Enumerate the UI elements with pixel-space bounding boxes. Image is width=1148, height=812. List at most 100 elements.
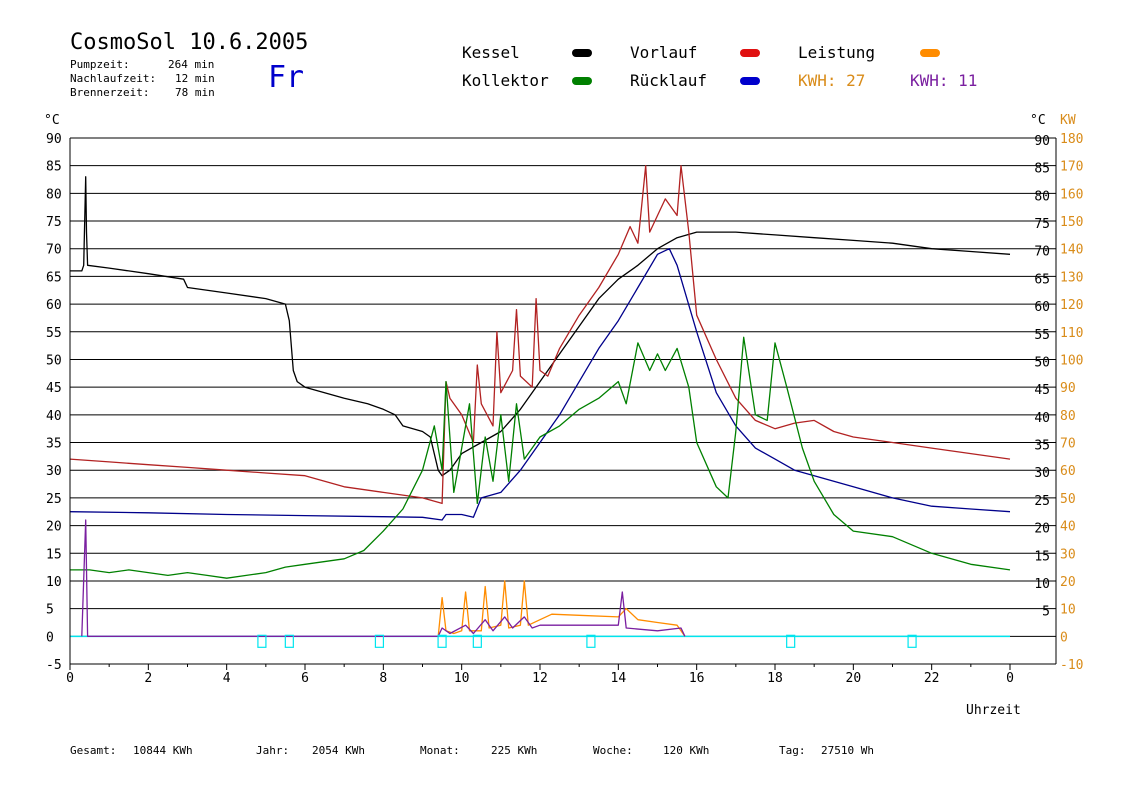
y-axis-unit-left: °C bbox=[44, 113, 60, 128]
y-tick-label-left: 90 bbox=[46, 132, 62, 147]
y-tick-label-right-power: 40 bbox=[1060, 520, 1076, 535]
y-tick-label-right-power: 140 bbox=[1060, 243, 1083, 258]
stat-label: Nachlaufzeit: bbox=[70, 72, 157, 85]
y-tick-label-right-temp: 50 bbox=[1034, 355, 1050, 370]
y-tick-label-right-temp: 85 bbox=[1034, 162, 1050, 177]
pump-marker bbox=[284, 634, 294, 648]
pump-marker bbox=[786, 634, 796, 648]
x-tick-label: 0 bbox=[1006, 671, 1014, 686]
y-tick-label-left: 20 bbox=[46, 520, 62, 535]
x-tick-label: 4 bbox=[223, 671, 231, 686]
series-line-vorlauf bbox=[69, 165, 1011, 505]
y-tick-label-right-power: 10 bbox=[1060, 603, 1076, 618]
y-tick-label-right-temp: 10 bbox=[1034, 577, 1050, 592]
legend-swatch-kollektor bbox=[572, 77, 592, 85]
legend-label-kollektor: Kollektor bbox=[462, 71, 549, 90]
pump-marker bbox=[437, 634, 447, 648]
y-tick-label-right-temp: 45 bbox=[1034, 383, 1050, 398]
data-series bbox=[69, 165, 1011, 637]
stat-value: 78 min bbox=[175, 86, 215, 99]
x-tick-label: 14 bbox=[611, 671, 627, 686]
x-tick-label: 2 bbox=[144, 671, 152, 686]
y-tick-label-right-power: 130 bbox=[1060, 270, 1083, 285]
legend-swatch-ruecklauf bbox=[740, 77, 760, 85]
y-tick-label-left: 45 bbox=[46, 381, 62, 396]
series-line-kwh bbox=[81, 519, 686, 637]
series-line-kollektor bbox=[70, 336, 1011, 579]
x-tick-label: 18 bbox=[767, 671, 783, 686]
stat-value: 264 min bbox=[168, 58, 215, 71]
stat-value: 12 min bbox=[175, 72, 215, 85]
series-line-rücklauf bbox=[69, 248, 1011, 521]
y-tick-label-right-power: 120 bbox=[1060, 298, 1083, 313]
y-tick-label-right-power: 100 bbox=[1060, 353, 1083, 368]
x-tick-label: 16 bbox=[689, 671, 705, 686]
series-line-kessel bbox=[70, 176, 1011, 477]
y-tick-label-left: 30 bbox=[46, 464, 62, 479]
y-tick-label-right-power: -10 bbox=[1060, 658, 1083, 673]
footer-value-gesamt: 10844 KWh bbox=[133, 744, 193, 757]
y-tick-label-left: 15 bbox=[46, 547, 62, 562]
legend-label-kessel: Kessel bbox=[462, 43, 520, 62]
pump-markers bbox=[257, 634, 917, 648]
axes bbox=[69, 138, 1057, 670]
y-tick-label-left: 40 bbox=[46, 409, 62, 424]
weekday-label: Fr bbox=[268, 60, 305, 95]
y-tick-label-left: 55 bbox=[46, 326, 62, 341]
series-line-leistung bbox=[437, 580, 686, 637]
y-tick-label-right-power: 20 bbox=[1060, 575, 1076, 590]
y-tick-label-right-temp: 5 bbox=[1042, 605, 1050, 620]
y-tick-label-right-power: 150 bbox=[1060, 215, 1083, 230]
x-tick-label: 8 bbox=[379, 671, 387, 686]
footer-label-tag: Tag: bbox=[779, 744, 806, 757]
y-tick-label-right-power: 110 bbox=[1060, 326, 1083, 341]
y-tick-label-right-temp: 70 bbox=[1034, 245, 1050, 260]
y-tick-label-right-temp: 80 bbox=[1034, 189, 1050, 204]
footer-label-jahr: Jahr: bbox=[256, 744, 290, 757]
y-tick-label-right-power: 170 bbox=[1060, 160, 1083, 175]
grid-lines bbox=[70, 137, 1056, 638]
y-tick-label-right-temp: 40 bbox=[1034, 411, 1050, 426]
y-tick-label-left: 85 bbox=[46, 160, 62, 175]
legend-swatch-leistung bbox=[920, 49, 940, 57]
footer-value-monat: 225 KWh bbox=[491, 744, 538, 757]
y-tick-label-right-temp: 15 bbox=[1034, 549, 1050, 564]
y-tick-label-right-power: 0 bbox=[1060, 630, 1068, 645]
legend-swatch-vorlauf bbox=[740, 49, 760, 57]
x-tick-label: 20 bbox=[846, 671, 862, 686]
legend-swatch-kessel bbox=[572, 49, 592, 57]
y-tick-label-left: 80 bbox=[46, 187, 62, 202]
stat-label: Brennerzeit: bbox=[70, 86, 150, 99]
y-tick-label-left: 70 bbox=[46, 243, 62, 258]
y-tick-label-right-power: 60 bbox=[1060, 464, 1076, 479]
y-tick-label-right-temp: 55 bbox=[1034, 328, 1050, 343]
x-tick-label: 22 bbox=[924, 671, 940, 686]
kwh-total-purple: KWH: 11 bbox=[910, 71, 978, 90]
y-axis-unit-right-temp: °C bbox=[1030, 113, 1046, 128]
y-tick-label-right-temp: 90 bbox=[1034, 134, 1050, 149]
pump-marker bbox=[374, 634, 385, 648]
y-tick-label-right-temp: 35 bbox=[1034, 439, 1050, 454]
y-tick-label-left: 5 bbox=[46, 603, 54, 618]
legend-label-leistung: Leistung bbox=[798, 43, 876, 62]
footer-value-woche: 120 KWh bbox=[663, 744, 710, 757]
y-tick-label-left: 35 bbox=[46, 437, 62, 452]
x-tick-label: 6 bbox=[301, 671, 309, 686]
pump-marker bbox=[257, 634, 267, 648]
chart-title: CosmoSol 10.6.2005 bbox=[70, 30, 309, 55]
pump-marker bbox=[472, 634, 482, 648]
y-tick-label-left: 60 bbox=[46, 298, 62, 313]
y-tick-label-right-power: 180 bbox=[1060, 132, 1083, 147]
y-tick-label-right-power: 50 bbox=[1060, 492, 1076, 507]
x-tick-label: 10 bbox=[454, 671, 470, 686]
x-tick-label: 12 bbox=[532, 671, 548, 686]
footer-label-monat: Monat: bbox=[420, 744, 460, 757]
y-tick-label-right-temp: 30 bbox=[1034, 466, 1050, 481]
y-tick-label-right-temp: 20 bbox=[1034, 522, 1050, 537]
x-tick-label: 0 bbox=[66, 671, 74, 686]
pump-marker bbox=[907, 634, 917, 648]
stat-label: Pumpzeit: bbox=[70, 58, 130, 71]
y-tick-label-left: 10 bbox=[46, 575, 62, 590]
y-tick-label-left: 65 bbox=[46, 270, 62, 285]
footer-label-woche: Woche: bbox=[593, 744, 633, 757]
